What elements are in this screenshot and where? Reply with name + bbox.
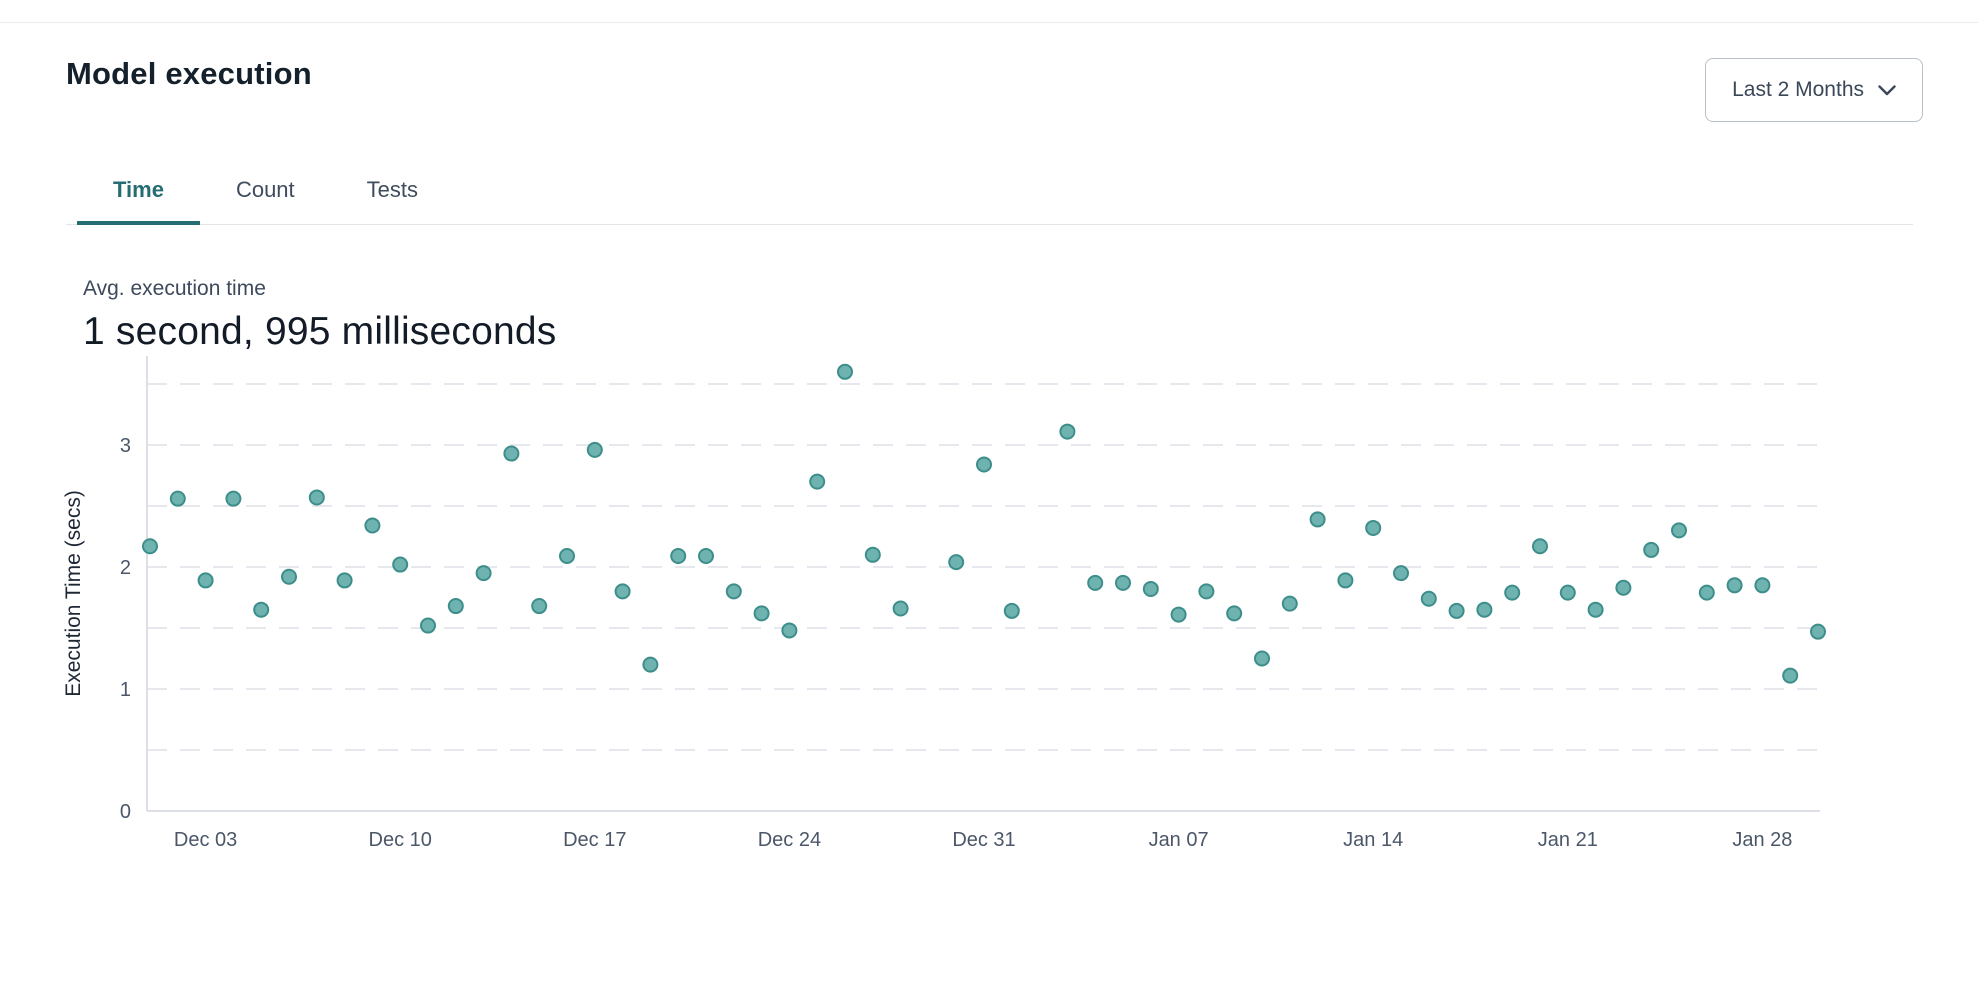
data-point[interactable] (1532, 538, 1548, 555)
y-axis-tick-label: 3 (120, 435, 131, 457)
data-point[interactable] (1559, 584, 1576, 601)
data-point[interactable] (308, 489, 325, 506)
data-point[interactable] (253, 601, 270, 618)
x-axis-tick-label: Jan 14 (1343, 829, 1403, 851)
x-axis-tick-label: Jan 28 (1732, 829, 1792, 851)
chevron-down-icon (1878, 78, 1896, 102)
data-point[interactable] (1448, 602, 1465, 619)
data-point[interactable] (169, 490, 186, 507)
page-title: Model execution (66, 56, 312, 91)
data-point[interactable] (864, 546, 881, 563)
data-point[interactable] (1337, 572, 1354, 589)
data-point[interactable] (614, 583, 631, 600)
data-point[interactable] (392, 556, 409, 573)
data-point[interactable] (1810, 623, 1826, 640)
data-point[interactable] (1309, 511, 1326, 528)
data-point[interactable] (1281, 595, 1298, 612)
data-point[interactable] (698, 548, 714, 565)
data-point[interactable] (781, 622, 798, 639)
data-point[interactable] (336, 572, 353, 589)
data-point[interactable] (1476, 601, 1493, 618)
data-point[interactable] (1365, 519, 1382, 536)
data-point[interactable] (1698, 584, 1715, 601)
y-axis-tick-label: 0 (120, 801, 131, 823)
data-point[interactable] (197, 572, 214, 589)
data-point[interactable] (1198, 583, 1215, 600)
tab-tests[interactable]: Tests (331, 177, 454, 225)
data-point[interactable] (1142, 580, 1159, 597)
data-point[interactable] (559, 548, 575, 565)
data-point[interactable] (1003, 602, 1020, 619)
header: Model execution Last 2 Months (0, 23, 1978, 122)
scatter-plot: 0 1 2 3 Execution Time (secs) Dec 03 Dec 10 Dec… (62, 349, 1826, 851)
execution-time-chart: 0 1 2 3 Execution Time (secs) Dec 03 Dec 10 Dec… (0, 349, 1978, 866)
data-point[interactable] (447, 598, 464, 615)
date-range-label: Last 2 Months (1732, 78, 1864, 101)
top-divider (0, 22, 1978, 23)
x-axis-tick-label: Jan 21 (1538, 829, 1598, 851)
tab-bar: Time Count Tests (0, 177, 1978, 225)
data-point[interactable] (1782, 667, 1799, 684)
data-point[interactable] (1643, 541, 1660, 558)
data-point[interactable] (475, 565, 492, 582)
data-point[interactable] (642, 656, 659, 673)
data-point[interactable] (142, 538, 158, 555)
data-point[interactable] (725, 583, 742, 600)
date-range-dropdown[interactable]: Last 2 Months (1705, 58, 1923, 122)
data-point[interactable] (1059, 423, 1076, 440)
data-point[interactable] (1420, 590, 1437, 607)
stat-label: Avg. execution time (83, 277, 266, 300)
data-point[interactable] (225, 490, 242, 507)
stat-value: 1 second, 995 milliseconds (83, 310, 557, 353)
x-axis-tick-label: Dec 17 (563, 829, 626, 851)
x-axis-tick-label: Dec 31 (952, 829, 1015, 851)
x-axis-tick-label: Dec 24 (758, 829, 821, 851)
tab-count[interactable]: Count (200, 177, 331, 225)
data-point[interactable] (1504, 584, 1521, 601)
data-point[interactable] (753, 605, 770, 622)
data-point[interactable] (1754, 577, 1771, 594)
y-axis-tick-label: 1 (120, 679, 131, 701)
data-point[interactable] (364, 517, 381, 534)
data-point[interactable] (531, 598, 548, 615)
data-point[interactable] (1087, 574, 1104, 591)
data-point[interactable] (1587, 601, 1604, 618)
data-point[interactable] (1726, 577, 1743, 594)
data-point[interactable] (948, 554, 965, 571)
data-point[interactable] (503, 445, 520, 462)
x-axis-tick-label: Dec 03 (174, 829, 237, 851)
data-point[interactable] (1226, 605, 1243, 622)
x-axis-tick-label: Dec 10 (369, 829, 432, 851)
data-point[interactable] (420, 617, 436, 634)
data-point[interactable] (1393, 565, 1409, 582)
data-point[interactable] (281, 568, 297, 585)
data-point[interactable] (670, 548, 687, 565)
y-axis-title: Execution Time (secs) (62, 490, 85, 697)
data-point[interactable] (586, 441, 603, 458)
data-point[interactable] (837, 363, 853, 380)
stat-block: Avg. execution time 1 second, 995 millis… (0, 277, 1978, 354)
data-point[interactable] (1615, 579, 1632, 596)
data-point[interactable] (1115, 574, 1131, 591)
tab-time[interactable]: Time (77, 177, 200, 225)
data-point[interactable] (1671, 522, 1687, 539)
data-point[interactable] (809, 473, 826, 490)
data-point[interactable] (1170, 606, 1187, 623)
data-point[interactable] (1254, 650, 1270, 667)
data-point[interactable] (976, 456, 992, 473)
data-point[interactable] (892, 600, 909, 617)
x-axis-tick-label: Jan 07 (1149, 829, 1209, 851)
tabs-divider (66, 224, 1913, 225)
y-axis-tick-label: 2 (120, 557, 131, 579)
